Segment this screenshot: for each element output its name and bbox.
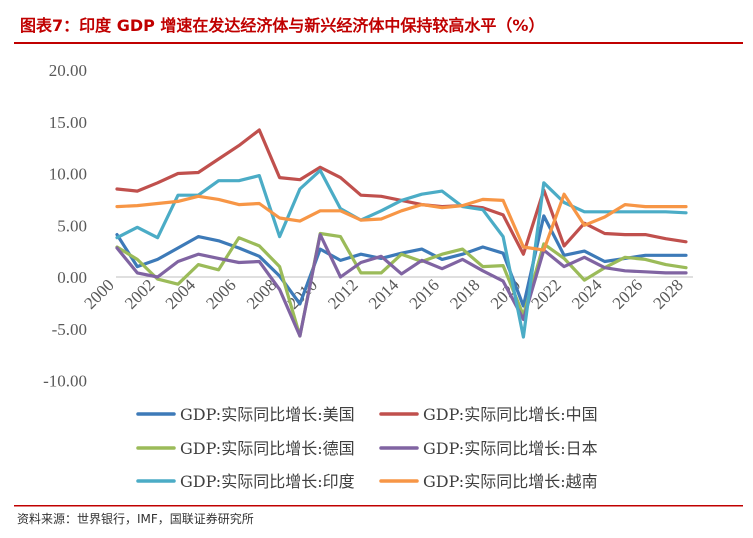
series-line-5 (115, 168, 688, 339)
legend-item: GDP:实际同比增长:美国 (136, 405, 355, 424)
footer-rule (14, 505, 743, 507)
y-tick-label: 15.00 (49, 113, 87, 132)
title-rule (14, 42, 743, 44)
legend-label: GDP:实际同比增长:印度 (180, 472, 355, 491)
legend-label: GDP:实际同比增长:越南 (423, 472, 598, 491)
x-tick-label: 2012 (324, 275, 361, 312)
series-line-4 (115, 233, 688, 338)
chart-title: 图表7：印度 GDP 增速在发达经济体与新兴经济体中保持较高水平（%） (20, 16, 544, 35)
x-tick-label: 2028 (649, 275, 686, 312)
legend-label: GDP:实际同比增长:德国 (180, 439, 355, 458)
legend-label: GDP:实际同比增长:中国 (423, 405, 598, 424)
x-axis-ticks: 2000 2002 2004 2006 2008 2010 2012 2014 2016 2018… (80, 275, 686, 313)
y-tick-label: 10.00 (49, 165, 87, 184)
x-tick-label: 2026 (609, 275, 646, 312)
legend-item: GDP:实际同比增长:德国 (136, 439, 355, 458)
y-tick-label: 0.00 (57, 268, 87, 287)
x-tick-label: 2006 (202, 275, 239, 312)
legend-label: GDP:实际同比增长:美国 (180, 405, 355, 424)
legend: GDP:实际同比增长:美国 GDP:实际同比增长:中国 GDP:实际同比增长:德国 G… (136, 405, 598, 491)
series-lines (115, 128, 688, 339)
x-tick-label: 2014 (365, 275, 403, 313)
y-axis-ticks: 20.00 15.00 10.00 5.00 0.00 -5.00 -10.00 (43, 61, 87, 391)
x-tick-label: 2024 (568, 275, 606, 313)
legend-item: GDP:实际同比增长:日本 (379, 439, 598, 458)
source-note: 资料来源：世界银行，IMF，国联证券研究所 (17, 511, 254, 526)
x-tick-label: 2018 (446, 275, 483, 312)
x-tick-label: 2016 (405, 275, 442, 312)
y-tick-label: 20.00 (49, 61, 87, 80)
series-line-3 (115, 231, 688, 338)
series-line-6 (115, 192, 688, 252)
legend-item: GDP:实际同比增长:越南 (379, 472, 598, 491)
y-tick-label: 5.00 (57, 216, 87, 235)
y-tick-label: -5.00 (52, 320, 87, 339)
y-tick-label: -10.00 (43, 372, 87, 391)
legend-label: GDP:实际同比增长:日本 (423, 439, 598, 458)
legend-item: GDP:实际同比增长:印度 (136, 472, 355, 491)
legend-item: GDP:实际同比增长:中国 (379, 405, 598, 424)
x-tick-label: 2002 (121, 275, 158, 312)
